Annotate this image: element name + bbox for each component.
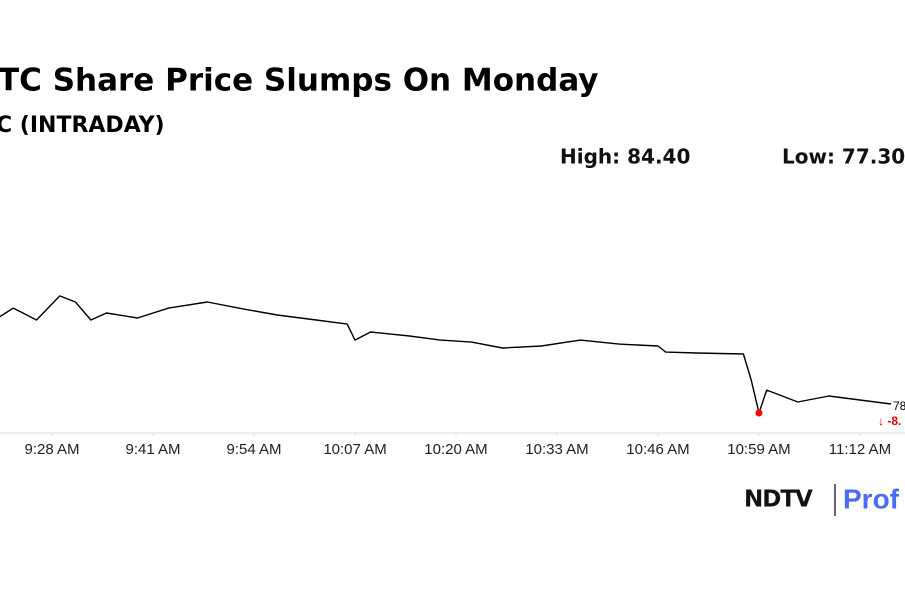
chart-subtitle: C (INTRADAY) [0, 113, 165, 138]
x-tick-label: 10:20 AM [424, 441, 487, 458]
x-tick-label: 10:07 AM [323, 441, 386, 458]
x-tick-label: 9:41 AM [126, 441, 181, 458]
brand-suffix: Prof [843, 483, 900, 514]
low-label: Low: 77.30 [782, 145, 905, 169]
x-tick-label: 9:54 AM [226, 441, 281, 458]
low-point [755, 409, 763, 417]
x-tick-label: 10:59 AM [727, 441, 790, 458]
x-tick-label: 9:28 AM [25, 441, 80, 458]
x-tick-label: 10:33 AM [525, 441, 588, 458]
change-label: ↓ -8. [878, 414, 901, 428]
chart-title: TC Share Price Slumps On Monday [0, 63, 599, 99]
high-label: High: 84.40 [560, 145, 690, 169]
x-tick-label: 11:12 AM [829, 441, 891, 458]
brand: NDTV [744, 487, 813, 513]
price-line [0, 295, 892, 414]
last-label: 78 [893, 399, 905, 413]
x-tick-label: 10:46 AM [626, 441, 689, 458]
